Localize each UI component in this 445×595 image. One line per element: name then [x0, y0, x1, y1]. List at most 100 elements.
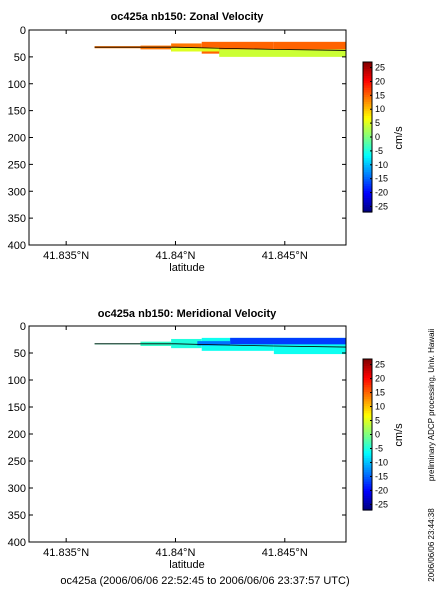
colorbar-tick-label: 20: [375, 374, 385, 384]
colorbar-step: [363, 83, 372, 87]
colorbar-tick-label: 20: [375, 76, 385, 86]
colorbar-step: [363, 495, 372, 499]
colorbar-tick-label: 0: [375, 132, 380, 142]
colorbar-step: [363, 392, 372, 395]
colorbar-step: [363, 85, 372, 89]
colorbar-step: [363, 176, 372, 180]
colorbar-step: [363, 200, 372, 204]
colorbar-tick-label: 15: [375, 388, 385, 398]
colorbar-step: [363, 186, 372, 190]
chart-title: oc425a nb150: Meridional Velocity: [98, 308, 277, 320]
time-range-caption: oc425a (2006/06/06 22:52:45 to 2006/06/0…: [60, 575, 349, 587]
colorbar-step: [363, 155, 372, 159]
colorbar-step: [363, 382, 372, 386]
colorbar-step: [363, 488, 372, 492]
colorbar-step: [363, 370, 372, 374]
y-tick-label: 400: [8, 537, 26, 549]
colorbar-step: [363, 443, 372, 447]
colorbar-step: [363, 204, 372, 208]
y-tick-label: 400: [8, 240, 26, 252]
y-tick-label: 100: [8, 375, 26, 387]
y-tick-label: 300: [8, 483, 26, 495]
colorbar-step: [363, 413, 372, 417]
colorbar-step: [363, 417, 372, 421]
colorbar-step: [363, 148, 372, 152]
y-tick-label: 350: [8, 213, 26, 225]
plot-area: 41.835°N 41.84°N 41.845°N 0 50 100 150 200 250 3…: [8, 321, 347, 559]
colorbar-tick-label: 25: [375, 63, 385, 73]
colorbar-step: [363, 368, 372, 372]
colorbar-step: [363, 410, 372, 414]
colorbar-step: [363, 101, 372, 105]
colorbar-step: [363, 455, 372, 459]
data-cell: [171, 47, 220, 52]
colorbar-step: [363, 408, 372, 412]
data-cells: [94, 337, 346, 355]
colorbar-step: [363, 507, 372, 511]
colorbar-step: [363, 460, 372, 464]
plot-area: 41.835°N 41.84°N 41.845°N 0 50 100 150 200 250 3…: [8, 25, 347, 262]
colorbar-step: [363, 169, 372, 173]
colorbar-step: [363, 195, 372, 199]
colorbar-step: [363, 127, 372, 131]
y-tick-label: 50: [14, 348, 26, 360]
y-tick-label: 300: [8, 186, 26, 198]
colorbar-step: [363, 486, 372, 490]
colorbar-step: [363, 498, 372, 502]
colorbar-step: [363, 479, 372, 483]
colorbar-step: [363, 80, 372, 84]
colorbar-step: [363, 363, 372, 367]
colorbar-step: [363, 174, 372, 178]
colorbar-step: [363, 209, 372, 213]
colorbar-step: [363, 446, 372, 450]
y-tick-label: 100: [8, 79, 26, 91]
colorbar-step: [363, 162, 372, 166]
colorbar: 25 20 15 10 5 0 -5 -10 -15 -20 -25: [362, 358, 388, 511]
colorbar-step: [363, 139, 372, 143]
colorbar-ticks: 25 20 15 10 5 0 -5 -10 -15 -20 -25: [370, 63, 388, 211]
colorbar-step: [363, 439, 372, 443]
y-tick-label: 350: [8, 510, 26, 522]
colorbar-tick-label: 5: [375, 118, 380, 128]
colorbar-ticks: 25 20 15 10 5 0 -5 -10 -15 -20 -25: [370, 360, 388, 509]
colorbar-step: [363, 181, 372, 185]
colorbar-step: [363, 207, 372, 211]
plot-timestamp: 2006/06/06 23:44:38: [427, 508, 436, 582]
colorbar-gradient: [363, 62, 372, 213]
colorbar-step: [363, 73, 372, 77]
colorbar-step: [363, 165, 372, 169]
colorbar-step: [363, 476, 372, 480]
x-ticks: 41.835°N 41.84°N 41.845°N: [43, 30, 308, 262]
processing-note: preliminary ADCP processing, Univ. Hawai…: [427, 329, 436, 481]
colorbar-tick-label: 0: [375, 430, 380, 440]
colorbar-step: [363, 427, 372, 431]
colorbar-step: [363, 76, 372, 80]
colorbar-step: [363, 406, 372, 410]
colorbar-step: [363, 141, 372, 145]
colorbar-step: [363, 441, 372, 445]
x-tick-label: 41.84°N: [156, 547, 196, 559]
x-axis-label: latitude: [169, 559, 204, 571]
x-axis-label: latitude: [169, 262, 204, 274]
colorbar-step: [363, 384, 372, 388]
colorbar-step: [363, 500, 372, 504]
colorbar-step: [363, 146, 372, 150]
y-tick-label: 150: [8, 402, 26, 414]
colorbar-step: [363, 92, 372, 96]
colorbar-tick-label: -25: [375, 201, 388, 211]
colorbar-step: [363, 380, 372, 384]
colorbar-step: [363, 453, 372, 457]
plot-background: [29, 30, 346, 245]
colorbar-step: [363, 401, 372, 405]
colorbar-step: [363, 425, 372, 429]
track-line: [94, 46, 347, 51]
colorbar-step: [363, 188, 372, 192]
colorbar-step: [363, 125, 372, 129]
colorbar-step: [363, 451, 372, 454]
colorbar-step: [363, 104, 372, 108]
data-cell: [273, 41, 346, 51]
x-tick-label: 41.835°N: [43, 250, 89, 262]
colorbar-step: [363, 436, 372, 440]
colorbar-step: [363, 197, 372, 201]
